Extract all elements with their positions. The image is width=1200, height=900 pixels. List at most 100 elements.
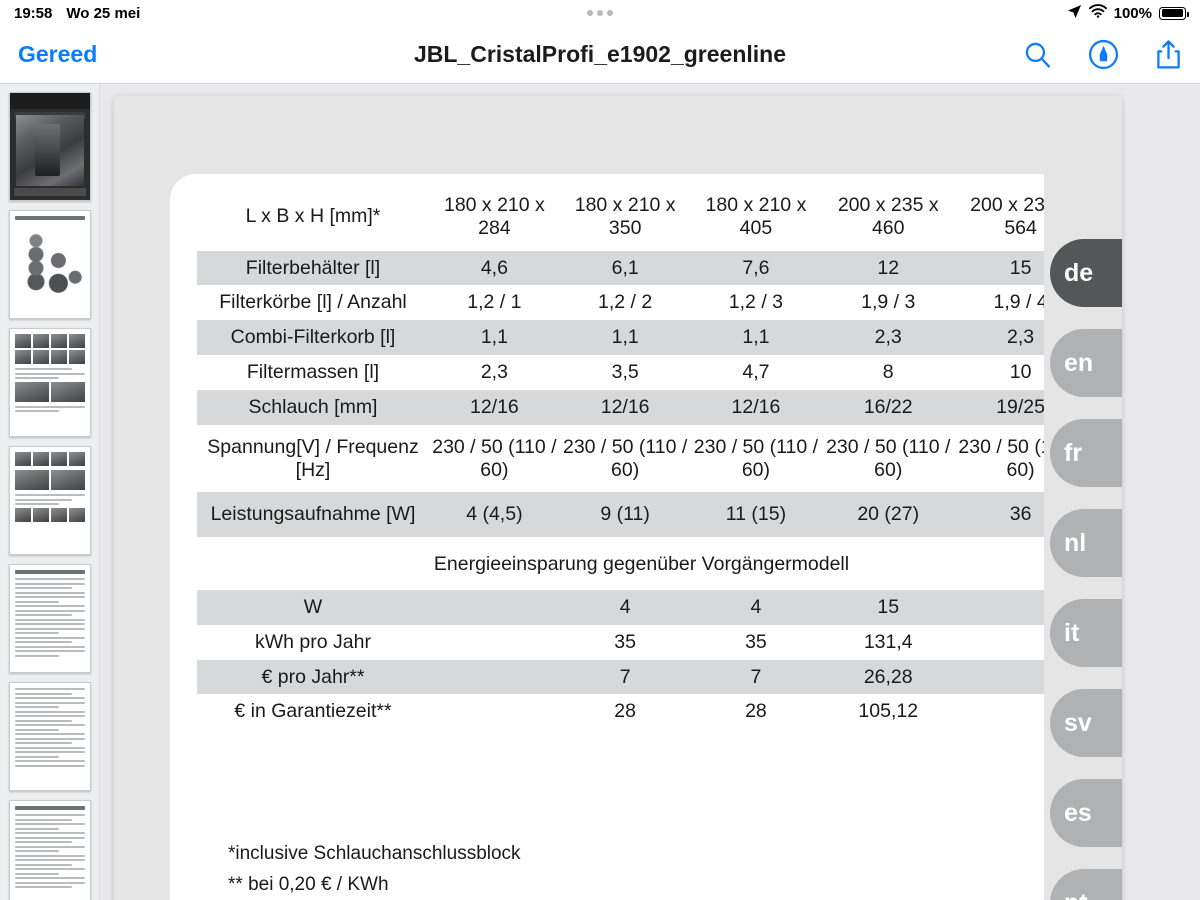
pdf-page: L x B x H [mm]* 180 x 210 x 284 180 x 21… — [114, 96, 1122, 900]
cell: 180 x 210 x 350 — [574, 194, 676, 239]
language-tab-label: fr — [1064, 438, 1083, 467]
cell: 20 (27) — [821, 492, 956, 538]
thumb-step-grid-2 — [14, 381, 85, 402]
cell: 9 (11) — [559, 492, 691, 538]
cell: 26,28 — [821, 659, 956, 695]
cell: 15 — [821, 589, 956, 625]
wifi-icon — [1088, 4, 1107, 22]
row-label: Spannung[V] / Frequenz [Hz] — [207, 435, 419, 481]
thumb-header — [9, 93, 90, 109]
language-tab-label: es — [1064, 798, 1092, 827]
energy-section-heading-row: Energieeinsparung gegenüber Vorgängermod… — [197, 537, 1086, 590]
share-icon[interactable] — [1155, 39, 1182, 70]
language-tab-fr[interactable]: fr — [1050, 419, 1122, 487]
battery-icon — [1159, 6, 1189, 20]
thumbnail-page-7[interactable] — [8, 800, 91, 900]
spec-sheet-card: L x B x H [mm]* 180 x 210 x 284 180 x 21… — [170, 174, 1100, 900]
footnote-2: ** bei 0,20 € / KWh — [228, 873, 389, 895]
status-date: Wo 25 mei — [66, 4, 141, 22]
content-area: L x B x H [mm]* 180 x 210 x 284 180 x 21… — [0, 84, 1200, 900]
window-grabber[interactable] — [0, 0, 1200, 26]
row-label: Leistungsaufnahme [W] — [197, 492, 429, 538]
language-tab-label: sv — [1064, 708, 1092, 737]
thumbnail-sidebar[interactable] — [0, 84, 100, 900]
status-time: 19:58 — [14, 4, 53, 22]
language-tab-pt[interactable]: pt — [1050, 869, 1122, 900]
document-title: JBL_CristalProfi_e1902_greenline — [413, 41, 786, 67]
thumbnail-page-4[interactable] — [8, 446, 91, 555]
thumb-exploded-diagram — [14, 224, 85, 300]
cell: 3,5 — [611, 361, 639, 384]
cell: 10 — [1009, 361, 1032, 384]
thumb-step-grid — [14, 452, 85, 466]
language-tab-es[interactable]: es — [1050, 779, 1122, 847]
table-row: Filterbehälter [l] 4,6 6,1 7,6 12 15 — [197, 250, 1086, 286]
row-label: Filterbehälter [l] — [197, 250, 429, 286]
grabber-dots[interactable] — [587, 10, 613, 16]
cell — [429, 589, 560, 625]
table-row: € in Garantiezeit** 28 28 105,12 — [197, 694, 1086, 729]
table-row: Filterkörbe [l] / Anzahl 1,2 / 1 1,2 / 2… — [197, 285, 1086, 320]
cell: 7 — [690, 659, 822, 695]
language-tab-label: de — [1064, 258, 1094, 287]
thumb-page-body — [10, 683, 90, 774]
thumb-page-body — [10, 329, 90, 420]
cell: 8 — [882, 361, 894, 384]
row-label: € in Garantiezeit** — [234, 700, 392, 723]
status-bar-right: 100% — [1067, 4, 1189, 23]
cell: 6,1 — [559, 250, 691, 286]
cell: 180 x 210 x 405 — [705, 194, 807, 239]
cell: 7 — [559, 659, 691, 695]
thumbnail-page-6[interactable] — [8, 682, 91, 791]
thumbnail-page-2[interactable] — [8, 210, 91, 319]
cell: 4 — [690, 589, 822, 625]
language-tab-it[interactable]: it — [1050, 599, 1122, 667]
cell: 1,1 — [690, 320, 822, 356]
footnotes: *inclusive Schlauchanschlussblock ** bei… — [228, 839, 521, 900]
language-tab-sv[interactable]: sv — [1050, 689, 1122, 757]
thumb-step-grid-3 — [14, 507, 85, 522]
row-label: € pro Jahr** — [197, 659, 429, 695]
row-label: Filterkörbe [l] / Anzahl — [219, 291, 407, 314]
thumbnail-page-1[interactable] — [8, 92, 91, 201]
cell: 2,3 — [480, 361, 508, 384]
language-tab-label: nl — [1064, 528, 1087, 557]
cell: 1,1 — [429, 320, 560, 356]
cell: 105,12 — [858, 700, 919, 723]
cell: 4 — [559, 589, 691, 625]
language-tab-de[interactable]: de — [1050, 239, 1122, 307]
cell: 4,7 — [742, 361, 770, 384]
cell: 180 x 210 x 284 — [443, 194, 545, 239]
cell: 7,6 — [690, 250, 822, 286]
cell: 1,9 / 3 — [861, 291, 916, 314]
cell: 12/16 — [690, 389, 822, 425]
status-bar: 19:58 Wo 25 mei 100% — [0, 0, 1200, 26]
table-row: kWh pro Jahr 35 35 131,4 — [197, 625, 1086, 660]
language-tab-nl[interactable]: nl — [1050, 509, 1122, 577]
cell — [429, 625, 560, 660]
cell: 12 — [821, 250, 956, 286]
markup-pen-icon[interactable] — [1088, 39, 1119, 70]
language-tab-strip[interactable]: de en fr nl it sv es — [1044, 96, 1122, 900]
thumbnail-page-3[interactable] — [8, 328, 91, 437]
location-arrow-icon — [1067, 4, 1082, 23]
page-viewer[interactable]: L x B x H [mm]* 180 x 210 x 284 180 x 21… — [100, 84, 1200, 900]
language-tab-label: en — [1064, 348, 1094, 377]
cell: 1,2 / 3 — [728, 291, 784, 314]
cell: 1,2 / 2 — [598, 291, 653, 314]
thumbnail-page-5[interactable] — [8, 564, 91, 673]
cell: 28 — [614, 700, 636, 723]
search-icon[interactable] — [1023, 40, 1052, 69]
row-label: Filtermassen [l] — [246, 361, 380, 384]
nav-actions — [1023, 39, 1182, 70]
table-row: Combi-Filterkorb [l] 1,1 1,1 1,1 2,3 2,3 — [197, 320, 1086, 356]
row-label: Combi-Filterkorb [l] — [197, 320, 429, 356]
language-tab-label: it — [1064, 618, 1080, 647]
cell: 16/22 — [821, 389, 956, 425]
language-tab-en[interactable]: en — [1050, 329, 1122, 397]
row-label: Schlauch [mm] — [197, 389, 429, 425]
thumb-page-body — [10, 801, 90, 896]
done-button[interactable]: Gereed — [18, 41, 98, 67]
nav-bar: Gereed JBL_CristalProfi_e1902_greenline — [0, 26, 1200, 84]
table-row: € pro Jahr** 7 7 26,28 — [197, 659, 1086, 695]
